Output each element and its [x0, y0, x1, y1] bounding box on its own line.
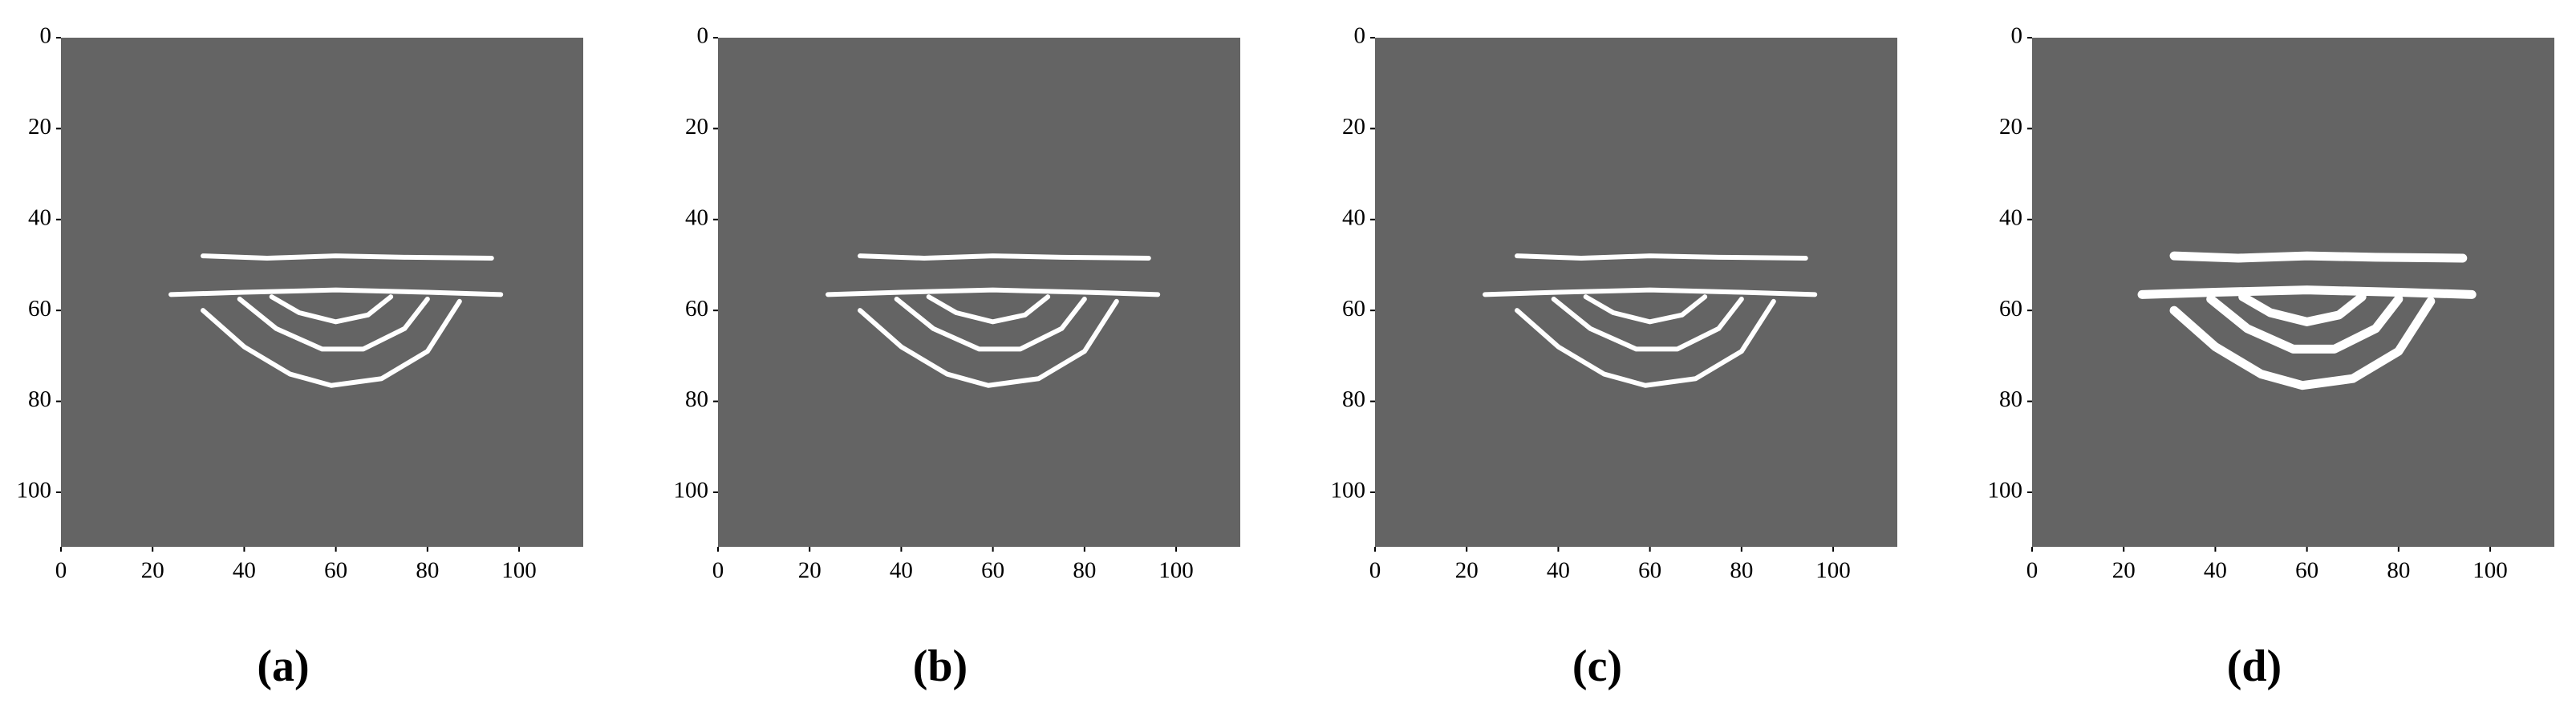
x-tick-label: 60 [981, 558, 1004, 584]
x-tick-label: 40 [233, 558, 256, 584]
y-tick-label: 60 [28, 296, 51, 322]
y-tick-label: 100 [1988, 478, 2023, 504]
x-tick-label: 40 [2204, 558, 2227, 584]
segment-stroke [2238, 292, 2367, 326]
y-tick-label: 60 [1999, 296, 2022, 322]
segment-stroke [237, 297, 430, 352]
x-tick-label: 100 [1815, 558, 1851, 584]
x-tick-label: 0 [712, 558, 724, 584]
segment-stroke [826, 287, 1161, 297]
x-tick-label: 100 [2473, 558, 2508, 584]
x-tick-label: 80 [416, 558, 439, 584]
segment-stroke [1583, 294, 1708, 325]
segment-stroke [926, 294, 1051, 325]
segment-stroke [2169, 251, 2468, 263]
caption: (b) [913, 641, 968, 691]
segment-stroke [168, 287, 504, 297]
segment-stroke [2169, 297, 2436, 390]
y-tick-label: 0 [1354, 23, 1366, 49]
y-tick-label: 20 [1342, 114, 1365, 140]
x-tick-label: 60 [1638, 558, 1661, 584]
y-tick-label: 40 [685, 204, 708, 230]
segment-stroke [2137, 285, 2477, 299]
x-tick-label: 100 [1158, 558, 1194, 584]
segment-stroke [201, 253, 494, 261]
segment-stroke [1483, 287, 1818, 297]
x-tick-label: 20 [2112, 558, 2136, 584]
y-tick-label: 60 [1342, 296, 1365, 322]
x-tick-label: 100 [501, 558, 537, 584]
y-tick-label: 20 [685, 114, 708, 140]
x-tick-label: 80 [2387, 558, 2410, 584]
y-tick-label: 40 [28, 204, 51, 230]
y-tick-label: 0 [697, 23, 709, 49]
segment-stroke [894, 297, 1087, 352]
x-tick-label: 0 [55, 558, 67, 584]
x-tick-label: 20 [141, 558, 164, 584]
x-tick-label: 20 [798, 558, 821, 584]
y-tick-label: 80 [28, 386, 51, 412]
y-tick-label: 80 [1342, 386, 1365, 412]
y-tick-label: 0 [40, 23, 52, 49]
segment-stroke [858, 253, 1151, 261]
x-tick-label: 20 [1455, 558, 1479, 584]
y-tick-label: 100 [1331, 478, 1366, 504]
segment-stroke [2206, 294, 2404, 354]
segment-stroke [858, 298, 1119, 388]
y-tick-label: 100 [17, 478, 52, 504]
y-tick-label: 40 [1999, 204, 2022, 230]
x-tick-label: 60 [324, 558, 347, 584]
x-tick-label: 40 [1547, 558, 1570, 584]
x-tick-label: 0 [2026, 558, 2038, 584]
x-tick-label: 80 [1073, 558, 1096, 584]
x-tick-label: 40 [890, 558, 913, 584]
x-tick-label: 60 [2295, 558, 2318, 584]
y-tick-label: 20 [28, 114, 51, 140]
y-tick-label: 80 [685, 386, 708, 412]
segment-stroke [1551, 297, 1744, 352]
y-tick-label: 60 [685, 296, 708, 322]
y-tick-label: 0 [2011, 23, 2023, 49]
caption: (c) [1572, 641, 1622, 691]
y-tick-label: 20 [1999, 114, 2022, 140]
segment-stroke [1515, 298, 1776, 388]
caption: (a) [257, 641, 309, 691]
segment-stroke [269, 294, 394, 325]
segment-stroke [201, 298, 462, 388]
x-tick-label: 0 [1369, 558, 1381, 584]
y-tick-label: 100 [674, 478, 709, 504]
caption: (d) [2227, 641, 2282, 691]
segment-stroke [1515, 253, 1808, 261]
y-tick-label: 80 [1999, 386, 2022, 412]
x-tick-label: 80 [1730, 558, 1753, 584]
y-tick-label: 40 [1342, 204, 1365, 230]
